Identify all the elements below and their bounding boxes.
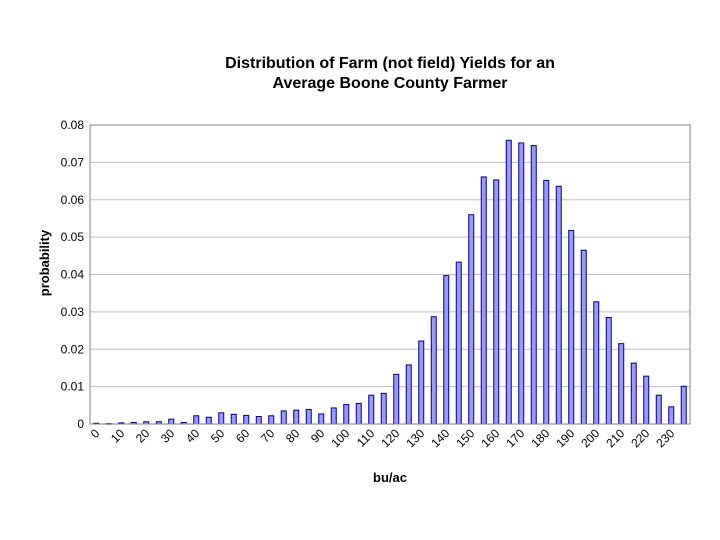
bar	[205, 416, 212, 425]
bar	[405, 364, 412, 425]
y-tick-label: 0.04	[61, 268, 85, 282]
bar	[380, 392, 387, 425]
y-axis-label: probability	[37, 229, 52, 297]
x-tick-label: 150	[453, 426, 477, 450]
chart-title-line-1: Distribution of Farm (not field) Yields …	[225, 55, 555, 72]
bar	[580, 249, 587, 425]
bar	[505, 139, 512, 425]
bar	[280, 410, 287, 425]
bar	[268, 415, 275, 425]
y-tick-label: 0.02	[61, 342, 85, 356]
x-tick-label: 70	[258, 426, 278, 446]
bar	[630, 362, 637, 425]
grid-lines	[90, 161, 690, 388]
bar	[318, 413, 325, 425]
x-tick-label: 210	[603, 426, 627, 450]
y-tick-label: 0.03	[61, 305, 85, 319]
bar	[355, 402, 362, 425]
bar	[530, 145, 537, 425]
x-tick-label: 0	[88, 426, 103, 441]
bars	[93, 139, 687, 425]
bar	[430, 316, 437, 425]
x-tick-label: 160	[478, 426, 502, 450]
x-tick-label: 120	[378, 426, 402, 450]
bar	[680, 385, 687, 425]
x-tick-labels: 0 10 20 30 40 50 60 70 80 90 100 110 120 130 140 150 160…	[88, 426, 678, 450]
x-tick-label: 180	[528, 426, 552, 450]
bar	[455, 261, 462, 425]
bar	[555, 185, 562, 425]
plot-area-border	[89, 124, 691, 425]
bar	[655, 394, 662, 425]
bar	[593, 301, 600, 425]
x-tick-label: 100	[328, 426, 352, 450]
bar	[343, 404, 350, 425]
bar	[493, 179, 500, 425]
x-tick-label: 10	[108, 426, 128, 446]
bar	[305, 408, 312, 425]
bar	[393, 373, 400, 425]
bar	[293, 409, 300, 425]
x-tick-label: 130	[403, 426, 427, 450]
bar	[668, 406, 675, 425]
x-tick-label: 170	[503, 426, 527, 450]
bar	[543, 179, 550, 425]
bar	[218, 412, 225, 425]
bar	[368, 394, 375, 425]
bar	[568, 229, 575, 425]
x-tick-label: 200	[578, 426, 602, 450]
x-tick-label: 30	[158, 426, 178, 446]
bar	[605, 316, 612, 425]
x-tick-label: 80	[283, 426, 303, 446]
bar	[480, 176, 487, 425]
y-tick-label: 0.05	[61, 230, 85, 244]
x-tick-label: 190	[553, 426, 577, 450]
bar	[243, 414, 250, 425]
bar	[193, 415, 200, 425]
x-tick-label: 110	[354, 426, 378, 450]
x-tick-label: 90	[308, 426, 328, 446]
bar	[468, 214, 475, 425]
bar	[418, 340, 425, 425]
x-axis-label: bu/ac	[373, 470, 407, 485]
chart-title-line-2: Average Boone County Farmer	[272, 75, 508, 92]
bar	[643, 375, 650, 425]
bar	[518, 142, 525, 425]
y-tick-label: 0.01	[61, 380, 85, 394]
y-tick-labels: 0 0.01 0.02 0.03 0.04 0.05 0.06 0.07 0.08	[61, 118, 85, 431]
bar	[230, 413, 237, 425]
y-tick-label: 0.08	[61, 118, 85, 132]
x-tick-label: 60	[233, 426, 253, 446]
bar	[255, 416, 262, 425]
bar	[330, 407, 337, 425]
x-tick-label: 220	[628, 426, 652, 450]
x-tick-label: 40	[183, 426, 203, 446]
bar	[618, 343, 625, 425]
x-tick-label: 140	[428, 426, 452, 450]
x-tick-label: 230	[653, 426, 677, 450]
bar	[443, 275, 450, 425]
bar	[168, 418, 175, 425]
y-tick-label: 0.06	[61, 193, 85, 207]
y-tick-label: 0	[77, 417, 84, 431]
x-tick-label: 50	[208, 426, 228, 446]
y-tick-label: 0.07	[61, 155, 85, 169]
x-tick-label: 20	[133, 426, 153, 446]
